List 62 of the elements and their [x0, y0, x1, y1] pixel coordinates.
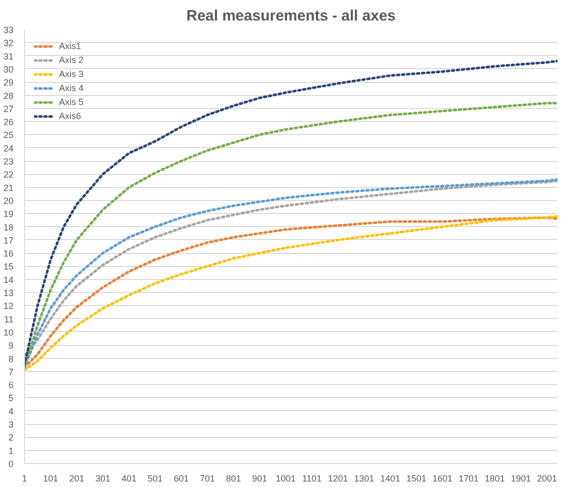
- chart-title: Real measurements - all axes: [186, 8, 396, 24]
- y-tick-label: 23: [3, 156, 14, 167]
- y-tick-label: 10: [3, 327, 14, 338]
- y-tick-label: 25: [3, 130, 14, 140]
- x-tick-label: 1801: [484, 474, 505, 484]
- x-tick-label: 1201: [328, 474, 348, 484]
- y-tick-label: 32: [3, 38, 14, 48]
- legend-label: Axis 3: [59, 68, 84, 81]
- y-tick-label: 19: [3, 209, 14, 220]
- x-tick-label: 1601: [432, 474, 453, 484]
- y-tick-label: 15: [3, 262, 14, 272]
- y-tick-label: 18: [3, 222, 14, 232]
- x-tick-label: 1301: [354, 474, 374, 484]
- y-tick-label: 7: [8, 366, 14, 377]
- y-tick-label: 8: [8, 354, 14, 364]
- y-tick-label: 29: [3, 78, 14, 88]
- x-tick-label: 401: [122, 474, 137, 484]
- y-tick-label: 16: [3, 248, 14, 259]
- legend-label: Axis 4: [59, 82, 84, 95]
- x-tick-label: 2001: [537, 474, 558, 484]
- y-tick-label: 3: [8, 420, 14, 430]
- y-tick-label: 33: [3, 25, 14, 35]
- y-tick-label: 22: [3, 170, 14, 180]
- y-tick-label: 24: [3, 143, 14, 154]
- legend-label: Axis1: [59, 40, 82, 53]
- x-tick-label: 1501: [406, 474, 426, 484]
- y-tick-label: 5: [8, 393, 14, 404]
- y-tick-label: 20: [3, 196, 14, 206]
- x-tick-label: 101: [43, 474, 58, 484]
- y-tick-label: 26: [3, 117, 14, 128]
- y-tick-label: 21: [3, 182, 14, 193]
- x-tick-label: 1701: [458, 474, 479, 484]
- legend-label: Axis 2: [59, 54, 84, 67]
- x-tick-label: 301: [95, 474, 110, 484]
- x-tick-label: 1: [22, 474, 28, 484]
- y-tick-label: 31: [3, 51, 14, 62]
- legend-label: Axis 5: [59, 96, 84, 109]
- x-tick-label: 1401: [380, 474, 400, 484]
- y-tick-label: 11: [4, 314, 14, 324]
- y-tick-label: 13: [3, 288, 14, 298]
- y-tick-label: 12: [3, 301, 14, 312]
- x-tick-label: 201: [69, 474, 84, 484]
- y-tick-label: 14: [3, 274, 14, 285]
- x-tick-label: 801: [226, 474, 242, 484]
- y-tick-label: 2: [8, 432, 14, 443]
- x-tick-label: 1901: [510, 474, 531, 484]
- x-tick-label: 601: [174, 474, 189, 484]
- y-tick-label: 9: [8, 340, 14, 351]
- y-tick-label: 1: [8, 446, 14, 456]
- y-tick-label: 28: [3, 90, 14, 101]
- y-tick-label: 6: [8, 380, 14, 390]
- y-tick-label: 27: [3, 104, 14, 114]
- legend-label: Axis6: [59, 110, 82, 123]
- y-tick-label: 0: [8, 459, 14, 469]
- x-tick-label: 501: [148, 474, 163, 484]
- y-tick-label: 30: [3, 64, 14, 74]
- y-tick-label: 17: [3, 235, 14, 246]
- x-tick-label: 1001: [276, 474, 296, 484]
- x-tick-label: 901: [252, 474, 268, 484]
- x-tick-label: 1101: [302, 474, 322, 484]
- y-tick-label: 4: [8, 406, 14, 416]
- x-tick-label: 701: [200, 474, 215, 484]
